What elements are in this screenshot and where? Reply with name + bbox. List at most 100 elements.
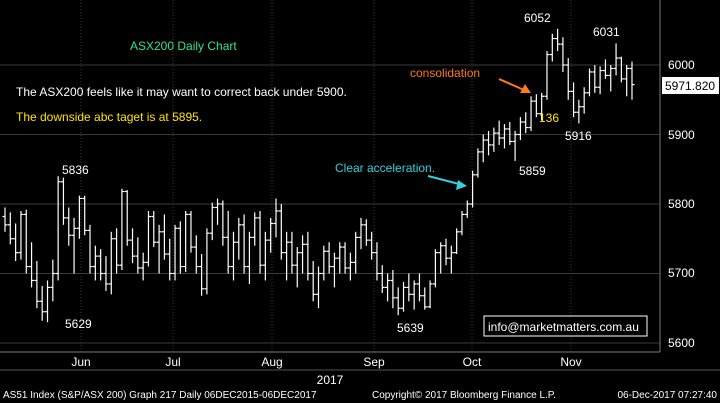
email-box: [483, 315, 648, 337]
ohlc-bar: [177, 221, 183, 274]
ohlc-bar: [39, 286, 45, 321]
ohlc-bar: [432, 249, 438, 288]
label-5836: 5836: [62, 163, 89, 177]
commentary-line-2: The downside abc taget is at 5895.: [16, 110, 202, 124]
ohlc-bars: [2, 28, 635, 323]
ohlc-bar: [507, 121, 513, 145]
last-price-box: [662, 77, 719, 94]
ohlc-bar: [220, 200, 226, 246]
x-axis-year-label: 2017: [317, 373, 344, 387]
ohlc-bar: [209, 202, 215, 241]
ohlc-bar: [560, 37, 566, 72]
x-tick-label: Nov: [560, 355, 581, 369]
ohlc-bar: [257, 210, 263, 274]
ohlc-bar: [512, 131, 518, 161]
ohlc-bar: [555, 28, 561, 52]
ohlc-bar: [236, 217, 242, 260]
ohlc-bar: [342, 242, 348, 274]
ohlc-bar: [161, 214, 167, 260]
ohlc-bar: [310, 260, 316, 302]
ohlc-bar: [262, 231, 268, 281]
ohlc-bar: [273, 198, 279, 238]
ohlc-bar: [268, 217, 274, 253]
ohlc-bar: [199, 254, 205, 296]
ohlc-bar: [358, 217, 364, 250]
ohlc-bar: [193, 235, 199, 274]
ohlc-bar: [215, 198, 221, 225]
ohlc-bar: [565, 58, 571, 100]
ohlc-bar: [289, 231, 295, 274]
ohlc-bar: [379, 265, 385, 293]
label-6031: 6031: [593, 25, 620, 39]
ohlc-bar: [156, 224, 162, 274]
ohlc-bar: [183, 210, 189, 273]
footer-right: 06-Dec-2017 07:27:40: [617, 390, 717, 401]
ohlc-bar: [533, 94, 539, 118]
x-tick-label: Jun: [71, 355, 90, 369]
acceleration-arrow: [427, 175, 467, 190]
ohlc-bar: [305, 231, 311, 281]
ohlc-bar: [167, 238, 173, 281]
ohlc-bar: [549, 33, 555, 62]
y-tick-label: 6000: [668, 58, 695, 72]
y-tick-labels: 5600 5700 5800 5900 6000: [668, 58, 695, 350]
ohlc-bar: [406, 273, 412, 302]
ohlc-bar: [401, 281, 407, 312]
ohlc-bar: [347, 252, 353, 281]
ohlc-bar: [204, 228, 210, 295]
label-5639: 5639: [397, 321, 424, 335]
ohlc-bar: [241, 214, 247, 274]
ohlc-bar: [34, 260, 40, 309]
ohlc-bar: [45, 280, 51, 323]
ohlc-bar: [7, 212, 13, 245]
ohlc-bar: [246, 231, 252, 284]
ohlc-bar: [576, 99, 582, 124]
x-tick-label: Aug: [261, 355, 282, 369]
email-text: info@marketmatters.com.au: [488, 320, 639, 334]
y-tick-label: 5800: [668, 197, 695, 211]
ohlc-bar: [87, 224, 93, 274]
ohlc-bar: [539, 92, 545, 121]
ohlc-bar: [119, 188, 125, 271]
acceleration-label: Clear acceleration.: [335, 161, 435, 175]
ohlc-bar: [172, 224, 178, 281]
ohlc-bar: [602, 59, 608, 79]
ohlc-bar: [464, 200, 470, 218]
x-tick-label: Sep: [363, 355, 385, 369]
ohlc-bar: [326, 242, 332, 274]
ohlc-bar: [2, 207, 8, 232]
footer-left: AS51 Index (S&P/ASX 200) Graph 217 Daily…: [3, 390, 317, 401]
ohlc-bar: [145, 210, 151, 267]
footer-center: Copyright© 2017 Bloomberg Finance L.P.: [372, 390, 556, 401]
ohlc-bar: [92, 245, 98, 281]
y-tick-label: 5600: [668, 336, 695, 350]
ohlc-bar: [316, 266, 321, 309]
ohlc-bar: [459, 210, 465, 236]
ohlc-bar: [252, 212, 258, 246]
ohlc-bar: [395, 287, 401, 316]
ohlc-bar: [411, 280, 417, 310]
ohlc-bar: [597, 66, 603, 95]
label-6052: 6052: [524, 11, 551, 25]
ohlc-bar: [390, 270, 396, 309]
ohlc-bar: [13, 223, 19, 261]
x-tick-label: Jul: [165, 355, 180, 369]
ohlc-bar: [517, 117, 523, 141]
ohlc-bar: [544, 51, 550, 100]
ohlc-bar: [230, 231, 236, 281]
ohlc-bar: [422, 287, 428, 310]
x-tick-label: Oct: [463, 355, 482, 369]
ohlc-bar: [475, 148, 481, 178]
ohlc-bar: [71, 217, 77, 274]
ohlc-bar: [278, 204, 284, 260]
ohlc-bar: [427, 280, 433, 309]
ohlc-bar: [416, 273, 422, 302]
ohlc-bar: [385, 273, 391, 302]
ohlc-bar: [501, 124, 507, 149]
ohlc-bar: [613, 43, 619, 76]
ohlc-bar: [18, 210, 24, 260]
y-tick-label: 5700: [668, 266, 695, 280]
ohlc-bar: [491, 127, 497, 152]
ohlc-bar: [294, 247, 300, 288]
